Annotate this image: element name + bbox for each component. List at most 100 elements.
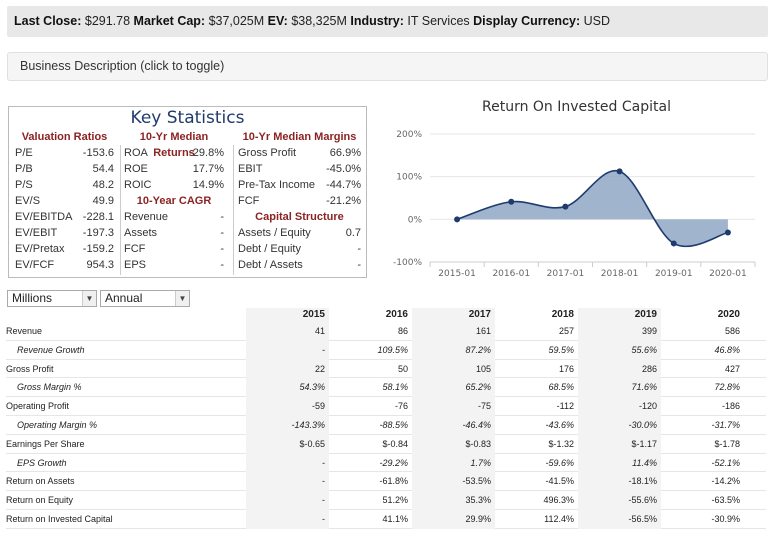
- column-divider: [233, 145, 234, 275]
- table-cell: -: [246, 472, 329, 492]
- median-return-row: ROIC 14.9%: [122, 177, 226, 193]
- valuation-ratio-label: EV/EBITDA: [15, 211, 73, 223]
- currency-value: USD: [583, 14, 611, 28]
- last-close-label: Last Close:: [14, 14, 82, 28]
- median-return-value: 17.7%: [192, 163, 224, 175]
- y-tick-label: 100%: [396, 173, 422, 183]
- table-row: Operating Profit -59 -76 -75 -112 -120 -186: [6, 397, 766, 416]
- table-cell: 286: [578, 359, 661, 379]
- valuation-ratio-value: -197.3: [82, 227, 114, 239]
- table-cell: 586: [724, 326, 740, 336]
- market-cap-label: Market Cap:: [133, 14, 206, 28]
- table-row: Earnings Per Share $-0.65 $-0.84 $-0.83 $-1.…: [6, 434, 766, 454]
- valuation-ratio-value: -228.1: [82, 211, 114, 223]
- median-margin-row: Gross Profit 66.9%: [236, 145, 363, 161]
- cagr-row: Revenue -: [122, 209, 226, 225]
- table-cell: 41.1%: [382, 513, 408, 524]
- table-cell: -59.6%: [545, 457, 574, 468]
- table-cell: 59.5%: [548, 344, 574, 355]
- valuation-ratio-label: P/S: [15, 179, 33, 191]
- valuation-ratio-value: 54.4: [92, 163, 114, 175]
- capital-structure-header: Capital Structure: [255, 211, 344, 223]
- median-margin-value: -44.7%: [326, 179, 361, 191]
- year-header: 2015: [246, 308, 329, 322]
- chevron-down-icon: ▼: [82, 291, 96, 306]
- table-cell: -: [246, 509, 329, 529]
- median-margin-value: 66.9%: [329, 147, 361, 159]
- valuation-ratio-label: EV/Pretax: [15, 243, 65, 255]
- last-close-value: $291.78: [84, 14, 131, 28]
- valuation-ratio-row: P/B 54.4: [13, 161, 116, 177]
- table-cell: 427: [724, 363, 740, 374]
- ev-value: $38,325M: [291, 14, 347, 28]
- valuation-ratio-label: EV/S: [15, 195, 41, 207]
- roic-chart-svg: 200% 100% 0% -100% 2015-01 2016-01 2017-01 2018…: [393, 130, 756, 279]
- valuation-ratio-value: -159.2: [82, 243, 114, 255]
- table-cell: -: [246, 491, 329, 510]
- median-margins-header: 10-Yr Median Margins: [242, 131, 357, 143]
- period-select-value: Annual: [105, 291, 143, 305]
- cagr-row: FCF -: [122, 241, 226, 257]
- table-row: Revenue Growth - 109.5% 87.2% 59.5% 55.6% 46.8…: [6, 340, 766, 360]
- units-select-value: Millions: [12, 291, 53, 305]
- table-cell: -61.8%: [379, 476, 408, 487]
- capital-structure-label: Assets / Equity: [238, 227, 311, 239]
- roic-point: [454, 216, 461, 223]
- median-margin-label: EBIT: [238, 163, 263, 175]
- table-cell: $-0.83: [412, 434, 495, 454]
- median-margin-label: Gross Profit: [238, 147, 297, 159]
- x-tick-label: 2018-01: [601, 269, 639, 279]
- table-row: Gross Margin % 54.3% 58.1% 65.2% 68.5% 71.6% 7…: [6, 378, 766, 398]
- table-cell: -43.6%: [545, 419, 574, 430]
- table-cell: -31.7%: [711, 419, 740, 430]
- median-margins-column: 10-Yr Median Margins Gross Profit 66.9% EB…: [236, 129, 363, 273]
- valuation-ratio-row: EV/FCF 954.3: [13, 257, 116, 273]
- table-cell: 54.3%: [246, 378, 329, 398]
- table-cell: 257: [558, 326, 574, 336]
- cagr-label: Revenue: [124, 211, 169, 223]
- median-margin-label: FCF: [238, 195, 260, 207]
- valuation-ratios-header: Valuation Ratios: [21, 131, 108, 143]
- quote-summary-bar: Last Close: $291.78 Market Cap: $37,025M…: [7, 6, 768, 37]
- table-cell: -: [246, 453, 329, 473]
- median-return-label: ROA: [124, 147, 148, 159]
- table-cell: -30.9%: [711, 513, 740, 524]
- row-label: Revenue: [6, 326, 43, 336]
- capital-structure-row: Assets / Equity 0.7: [236, 225, 363, 241]
- capital-structure-value: 0.7: [345, 227, 361, 239]
- table-cell: 55.6%: [578, 340, 661, 360]
- table-cell: 112.4%: [544, 513, 574, 524]
- x-tick-label: 2020-01: [709, 269, 747, 279]
- table-cell: -30.0%: [578, 415, 661, 435]
- business-description-toggle[interactable]: Business Description (click to toggle): [7, 52, 768, 81]
- capital-structure-value: -: [357, 243, 361, 255]
- table-cell: -143.3%: [246, 415, 329, 435]
- cagr-value: -: [220, 227, 224, 239]
- table-cell: 399: [578, 322, 661, 341]
- table-cell: 22: [246, 359, 329, 379]
- median-return-row: ROE 17.7%: [122, 161, 226, 177]
- row-label: Gross Profit: [6, 363, 54, 374]
- column-divider: [120, 145, 121, 275]
- period-select[interactable]: Annual ▼: [100, 290, 190, 307]
- table-cell: -59: [246, 397, 329, 416]
- valuation-ratio-value: -153.6: [82, 147, 114, 159]
- x-tick-label: 2019-01: [655, 269, 693, 279]
- row-label: Revenue Growth: [17, 344, 85, 355]
- table-cell: $-1.78: [714, 438, 740, 449]
- table-cell: -112: [556, 401, 574, 412]
- table-cell: $-1.32: [548, 438, 574, 449]
- y-tick-label: 200%: [396, 130, 422, 140]
- median-margin-label: Pre-Tax Income: [238, 179, 316, 191]
- table-row: Revenue 41 86 161 257 399 586: [6, 322, 766, 341]
- valuation-ratios-column: Valuation Ratios P/E -153.6 P/B 54.4 P/S 48.2…: [13, 129, 116, 273]
- units-select[interactable]: Millions ▼: [7, 290, 97, 307]
- row-label: Return on Invested Capital: [6, 513, 113, 524]
- table-row: Operating Margin % -143.3% -88.5% -46.4% -43…: [6, 415, 766, 435]
- capital-structure-value: -: [357, 259, 361, 271]
- valuation-ratio-label: EV/EBIT: [15, 227, 58, 239]
- roic-point: [616, 168, 623, 175]
- table-row: Gross Profit 22 50 105 176 286 427: [6, 359, 766, 379]
- median-return-value: 14.9%: [192, 179, 224, 191]
- table-cell: 41: [246, 322, 329, 341]
